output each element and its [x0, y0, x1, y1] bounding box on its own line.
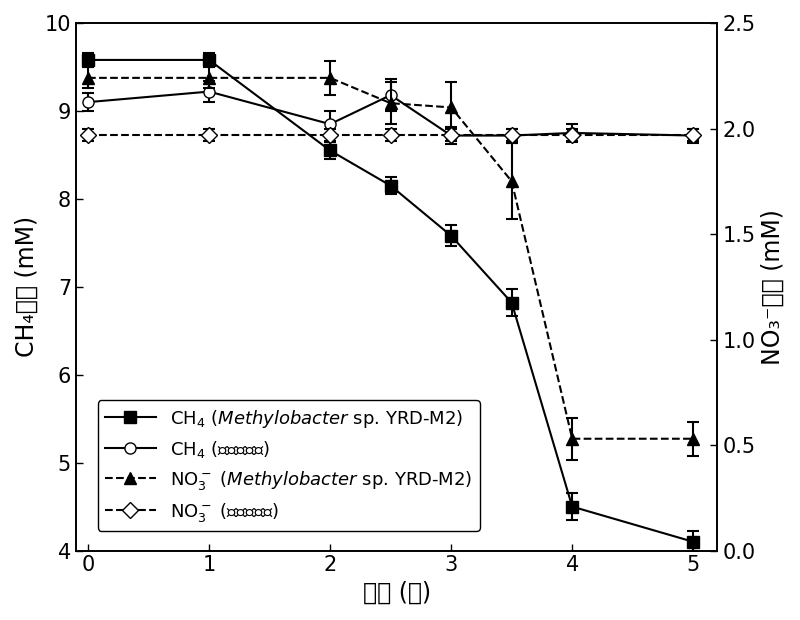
Y-axis label: NO₃⁻浓度 (mM): NO₃⁻浓度 (mM) — [761, 209, 785, 365]
Legend: CH$_4$ ($\it{Methylobacter}$ sp. YRD-M2), CH$_4$ (无菌体对照), NO$_3^-$ ($\it{Methylo: CH$_4$ ($\it{Methylobacter}$ sp. YRD-M2)… — [98, 401, 480, 531]
X-axis label: 时间 (天): 时间 (天) — [362, 581, 430, 605]
Y-axis label: CH₄浓度 (mM): CH₄浓度 (mM) — [15, 216, 39, 357]
